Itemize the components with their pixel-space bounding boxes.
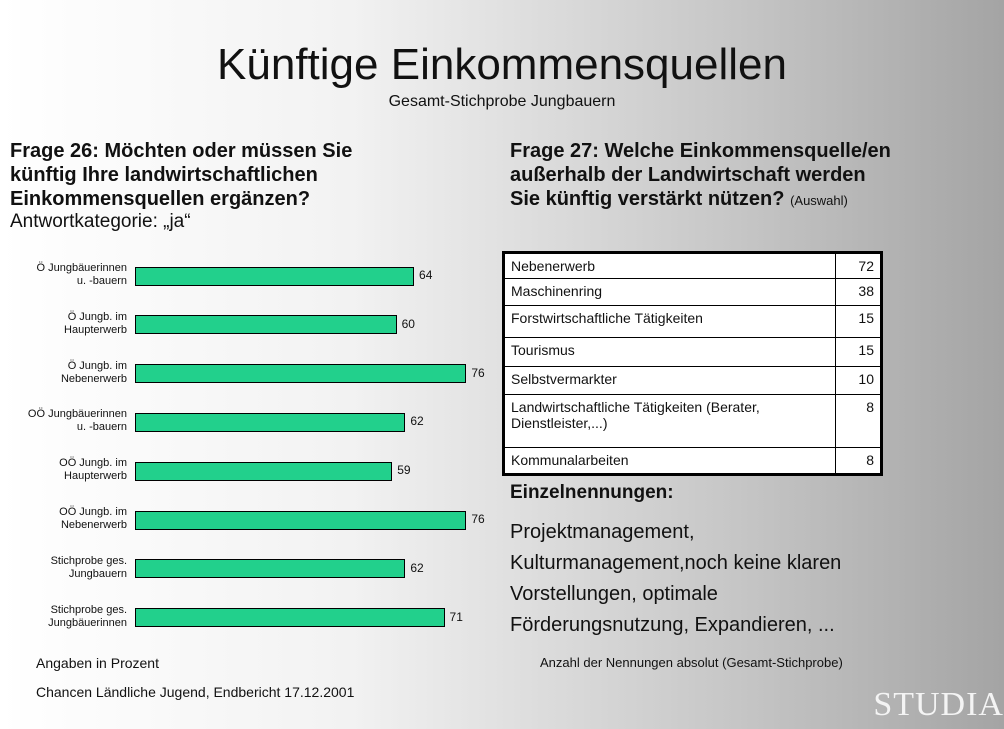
mention-line: Vorstellungen, optimale [510, 583, 718, 605]
table-row: Selbstvermarkter 10 [503, 366, 882, 395]
mention-line: Projektmanagement, [510, 521, 695, 543]
table-row: Maschinenring 38 [503, 278, 882, 306]
count-cell: 72 [835, 252, 882, 279]
source: Chancen Ländliche Jugend, Endbericht 17.… [36, 684, 355, 700]
table-row: Tourismus 15 [503, 337, 882, 367]
count-cell: 38 [835, 278, 882, 306]
title: Künftige Einkommensquellen [217, 40, 787, 89]
value-label: 62 [410, 560, 424, 575]
category-label: OÖ Jungb. im Nebenerwerb [59, 506, 127, 531]
value-label: 62 [410, 414, 424, 429]
count-cell: 15 [835, 337, 882, 367]
value-label: 59 [397, 463, 411, 478]
bar [135, 608, 445, 628]
answer-category: Antwortkategorie: „ja“ [10, 211, 191, 232]
question-line: außerhalb der Landwirtschaft werden [510, 164, 866, 186]
question-line: Frage 26: Möchten oder müssen Sie [10, 140, 353, 162]
table-row: Landwirtschaftliche Tätigkeiten (Berater… [503, 394, 882, 448]
label-cell: Maschinenring [503, 278, 836, 306]
category-label: OÖ Jungb. im Haupterwerb [59, 457, 127, 483]
bar [135, 461, 393, 481]
value-label: 76 [471, 512, 485, 526]
question-line: Frage 27: Welche Einkommensquelle/en [510, 140, 891, 162]
question-suffix: (Auswahl) [790, 193, 848, 208]
bar [135, 364, 467, 384]
bar [135, 315, 397, 335]
category-label: Stichprobe ges. Jungbauern [50, 554, 127, 580]
category-label: Ö Jungb. im Haupterwerb [64, 310, 127, 336]
category-label: Ö Jungb. im Nebenerwerb [60, 359, 127, 385]
table-note: Anzahl der Nennungen absolut (Gesamt-Sti… [540, 655, 843, 670]
table: Nebenerwerb 72 Maschinenring 38 Forstwirtsch… [502, 251, 883, 476]
category-label: OÖ Jungbäuerinnen u. -bauern [27, 408, 127, 434]
table-row: Nebenerwerb 72 [503, 252, 882, 279]
mention-line: Förderungsnutzung, Expandieren, ... [510, 614, 835, 636]
bar [135, 510, 467, 530]
table-row: Kommunalarbeiten 8 [503, 447, 882, 475]
question-text: Sie künftig verstärkt nützen? [510, 188, 785, 210]
bar [135, 412, 406, 432]
subtitle: Gesamt-Stichprobe Jungbauern [388, 93, 616, 110]
bar [135, 266, 415, 286]
category-label: Ö Jungbäuerinnen u. -bauern [36, 262, 127, 287]
value-label: 64 [419, 268, 433, 282]
count-cell: 10 [835, 366, 882, 395]
label-cell: Forstwirtschaftliche Tätigkeiten [503, 305, 836, 338]
single-mentions-heading: Einzelnennungen: [510, 482, 674, 503]
label-cell: Tourismus [503, 337, 836, 367]
label-cell: Kommunalarbeiten [503, 447, 836, 475]
chart-note: Angaben in Prozent [36, 655, 159, 671]
question-line: Einkommensquellen ergänzen? [10, 188, 311, 210]
mention-line: Kulturmanagement,noch keine klaren [510, 552, 842, 574]
table-row: Forstwirtschaftliche Tätigkeiten 15 [503, 305, 882, 338]
question27: Frage 27: Welche Einkommensquelle/en auß… [510, 139, 891, 213]
value-label: 71 [449, 609, 463, 624]
question26: Frage 26: Möchten oder müssen Sie künfti… [10, 139, 352, 211]
count-cell: 8 [835, 394, 882, 448]
label-cell: Nebenerwerb [503, 252, 836, 279]
count-cell: 8 [835, 447, 882, 475]
logo: STUDIA [873, 686, 1004, 723]
value-label: 76 [471, 365, 485, 380]
question-line: Sie künftig verstärkt nützen? (Auswahl) [510, 187, 891, 213]
label-cell: Selbstvermarkter [503, 366, 836, 395]
label-cell: Landwirtschaftliche Tätigkeiten (Berater… [503, 394, 836, 448]
single-mentions: Projektmanagement, Kulturmanagement,noch… [510, 517, 841, 641]
value-label: 60 [401, 316, 415, 331]
question-line: künftig Ihre landwirtschaftlichen [10, 164, 318, 186]
bar [135, 559, 406, 579]
category-label: Stichprobe ges. Jungbäuerinnen [48, 603, 127, 629]
count-cell: 15 [835, 305, 882, 338]
